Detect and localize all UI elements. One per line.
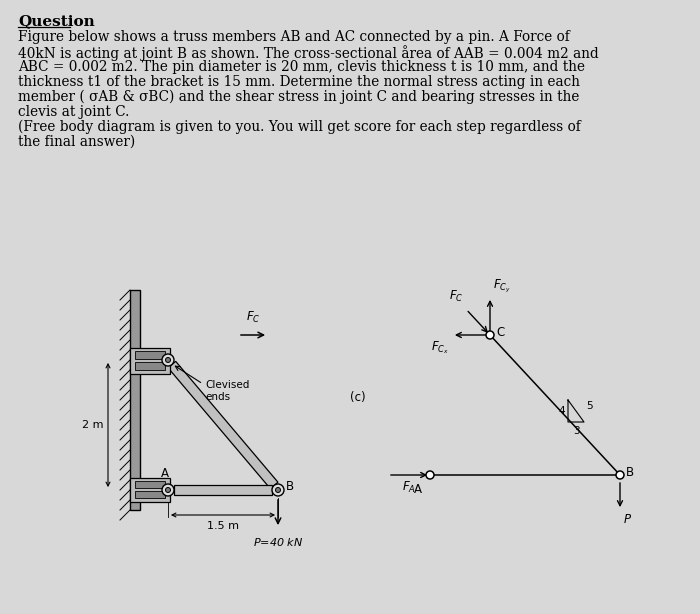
Text: 2 m: 2 m	[83, 420, 104, 430]
Text: A: A	[414, 483, 422, 496]
Bar	[130, 290, 140, 510]
Circle shape	[426, 471, 434, 479]
Circle shape	[616, 471, 624, 479]
Bar	[174, 485, 272, 495]
Circle shape	[165, 488, 171, 492]
Bar	[135, 491, 165, 498]
Text: A: A	[161, 467, 169, 480]
Circle shape	[165, 357, 171, 362]
Text: t₁: t₁	[155, 349, 162, 358]
Text: ABC = 0.002 m2. The pin diameter is 20 mm, clevis thickness t is 10 mm, and the: ABC = 0.002 m2. The pin diameter is 20 m…	[18, 60, 585, 74]
Bar	[135, 481, 165, 488]
Text: Clevised
ends: Clevised ends	[205, 380, 249, 402]
Text: $P$: $P$	[623, 513, 632, 526]
Text: Question: Question	[18, 14, 95, 28]
Text: 3: 3	[573, 426, 580, 436]
Text: 4: 4	[559, 406, 565, 416]
Text: member ( σAB & σBC) and the shear stress in joint C and bearing stresses in the: member ( σAB & σBC) and the shear stress…	[18, 90, 580, 104]
Text: t: t	[134, 349, 137, 358]
Circle shape	[272, 484, 284, 496]
Bar	[135, 351, 165, 359]
Text: $F_C$: $F_C$	[449, 289, 463, 305]
Text: 1.5 m: 1.5 m	[207, 521, 239, 531]
Text: C: C	[148, 351, 156, 365]
Text: Figure below shows a truss members AB and AC connected by a pin. A Force of: Figure below shows a truss members AB an…	[18, 30, 570, 44]
Text: $F_C$: $F_C$	[246, 310, 260, 325]
Text: B: B	[286, 480, 294, 492]
Text: $F_{C_x}$: $F_{C_x}$	[431, 339, 449, 356]
Text: $F_A$: $F_A$	[402, 480, 416, 495]
Circle shape	[162, 354, 174, 366]
Text: thickness t1 of the bracket is 15 mm. Determine the normal stress acting in each: thickness t1 of the bracket is 15 mm. De…	[18, 75, 580, 89]
Bar	[130, 348, 170, 374]
Circle shape	[276, 488, 281, 492]
Text: the final answer): the final answer)	[18, 135, 135, 149]
Text: 5: 5	[586, 401, 593, 411]
Text: B: B	[626, 467, 634, 480]
Polygon shape	[168, 362, 278, 489]
Text: (c): (c)	[350, 392, 366, 405]
Text: d: d	[143, 349, 149, 358]
Text: clevis at joint C.: clevis at joint C.	[18, 105, 130, 119]
Text: $F_{C_y}$: $F_{C_y}$	[493, 278, 511, 295]
Text: 40kN is acting at joint B as shown. The cross-sectional årea of AAB = 0.004 m2 a: 40kN is acting at joint B as shown. The …	[18, 45, 598, 61]
Text: (Free body diagram is given to you. You will get score for each step regardless : (Free body diagram is given to you. You …	[18, 120, 581, 134]
Circle shape	[162, 484, 174, 496]
Circle shape	[486, 331, 494, 339]
Bar	[135, 362, 165, 370]
Bar	[130, 478, 170, 502]
Text: C: C	[496, 327, 504, 340]
Text: $P$=40 kN: $P$=40 kN	[253, 536, 303, 548]
